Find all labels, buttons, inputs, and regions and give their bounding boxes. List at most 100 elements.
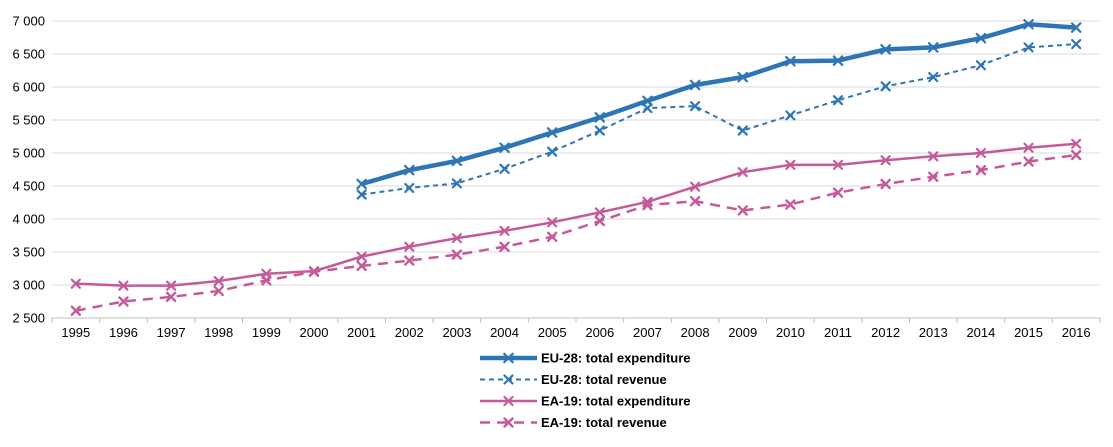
data-point-marker <box>356 178 367 190</box>
data-point-marker <box>785 110 796 121</box>
x-tick-label: 2001 <box>347 325 376 340</box>
x-tick-label: 1996 <box>109 325 138 340</box>
legend-marker <box>503 374 514 385</box>
x-tick-label: 2012 <box>871 325 900 340</box>
series-1 <box>356 38 1082 200</box>
data-point-marker <box>1071 138 1082 149</box>
legend-marker <box>503 417 514 428</box>
legend-item: EU-28: total expenditure <box>480 351 691 366</box>
data-point-marker <box>975 32 987 44</box>
data-point-marker <box>499 163 510 174</box>
x-tick-label: 2008 <box>681 325 710 340</box>
data-point-marker <box>737 125 748 136</box>
data-point-marker <box>213 275 224 287</box>
data-point-marker <box>546 127 558 138</box>
data-point-marker <box>404 255 415 266</box>
data-point-marker <box>785 199 796 210</box>
x-tick-label: 2009 <box>728 325 757 340</box>
x-tick-label: 2006 <box>585 325 614 340</box>
gridlines <box>52 20 1100 319</box>
data-point-marker <box>975 60 987 71</box>
x-tick-label: 2007 <box>633 325 662 340</box>
data-point-marker <box>118 296 129 307</box>
series-0 <box>356 19 1082 190</box>
series-line <box>75 153 1077 312</box>
series-line <box>361 43 1077 196</box>
x-tick-label: 2002 <box>395 325 424 340</box>
data-point-marker <box>1070 22 1082 33</box>
legend-marker <box>503 352 514 364</box>
data-point-marker <box>689 195 701 207</box>
data-point-marker <box>785 55 796 67</box>
data-point-marker <box>880 178 891 190</box>
data-point-marker <box>689 181 701 192</box>
y-tick-label: 6 500 <box>12 47 45 62</box>
data-point-marker <box>975 164 987 176</box>
data-point-marker <box>499 225 510 236</box>
data-point-marker <box>1023 142 1034 153</box>
data-point-marker <box>451 249 463 260</box>
data-point-marker <box>832 95 844 106</box>
y-tick-label: 2 500 <box>12 311 45 326</box>
data-point-marker <box>451 155 463 167</box>
series-line <box>75 142 1077 287</box>
series-3 <box>70 149 1082 316</box>
x-tick-label: 2011 <box>824 325 852 340</box>
data-point-marker <box>547 146 558 157</box>
data-point-marker <box>356 251 367 262</box>
y-tick-label: 3 000 <box>12 278 45 293</box>
data-point-marker <box>546 231 558 243</box>
data-point-marker <box>594 215 606 227</box>
series-2 <box>70 138 1082 291</box>
x-tick-label: 1998 <box>204 325 233 340</box>
y-tick-label: 6 000 <box>12 80 45 95</box>
data-point-marker <box>451 178 463 189</box>
data-point-marker <box>1070 149 1082 161</box>
data-point-marker <box>451 233 463 244</box>
data-point-marker <box>1023 156 1034 167</box>
data-point-marker <box>832 55 844 66</box>
data-point-marker <box>594 112 606 123</box>
y-tick-label: 5 500 <box>12 113 45 128</box>
x-tick-label: 2014 <box>966 325 995 340</box>
data-point-marker <box>928 151 939 162</box>
legend-label: EA-19: total expenditure <box>541 394 691 409</box>
series-lines <box>70 19 1082 316</box>
x-axis-ticks: 1995 1996 1997 1998 1999 2000 2001 2002 2003 2004… <box>51 318 1101 340</box>
data-point-marker <box>594 207 605 218</box>
x-tick-label: 2015 <box>1014 325 1043 340</box>
data-point-marker <box>165 280 177 291</box>
x-tick-label: 2003 <box>442 325 471 340</box>
data-point-marker <box>403 164 415 176</box>
series-line <box>361 22 1077 187</box>
data-point-marker <box>404 241 415 252</box>
y-tick-label: 7 000 <box>12 14 45 29</box>
data-point-marker <box>928 71 939 83</box>
data-point-marker <box>547 217 558 228</box>
data-point-marker <box>356 260 367 272</box>
data-point-marker <box>737 167 748 178</box>
data-point-marker <box>689 101 701 112</box>
data-point-marker <box>165 291 177 303</box>
data-point-marker <box>118 280 129 291</box>
legend-label: EA-19: total revenue <box>541 415 667 430</box>
data-point-marker <box>261 268 272 279</box>
data-point-marker <box>785 159 796 170</box>
legend-item: EA-19: total revenue <box>480 415 667 430</box>
data-point-marker <box>356 189 367 200</box>
data-point-marker <box>642 103 653 114</box>
x-tick-label: 2013 <box>919 325 948 340</box>
x-tick-label: 2016 <box>1062 325 1091 340</box>
x-tick-label: 1995 <box>61 325 90 340</box>
y-tick-label: 5 000 <box>12 146 45 161</box>
data-point-marker <box>927 42 939 53</box>
data-point-marker <box>642 95 653 107</box>
data-point-marker <box>499 142 510 154</box>
data-point-marker <box>832 187 844 198</box>
data-point-marker <box>880 155 891 166</box>
y-tick-label: 3 500 <box>12 245 45 260</box>
data-point-marker <box>499 241 510 252</box>
data-point-marker <box>642 196 653 207</box>
